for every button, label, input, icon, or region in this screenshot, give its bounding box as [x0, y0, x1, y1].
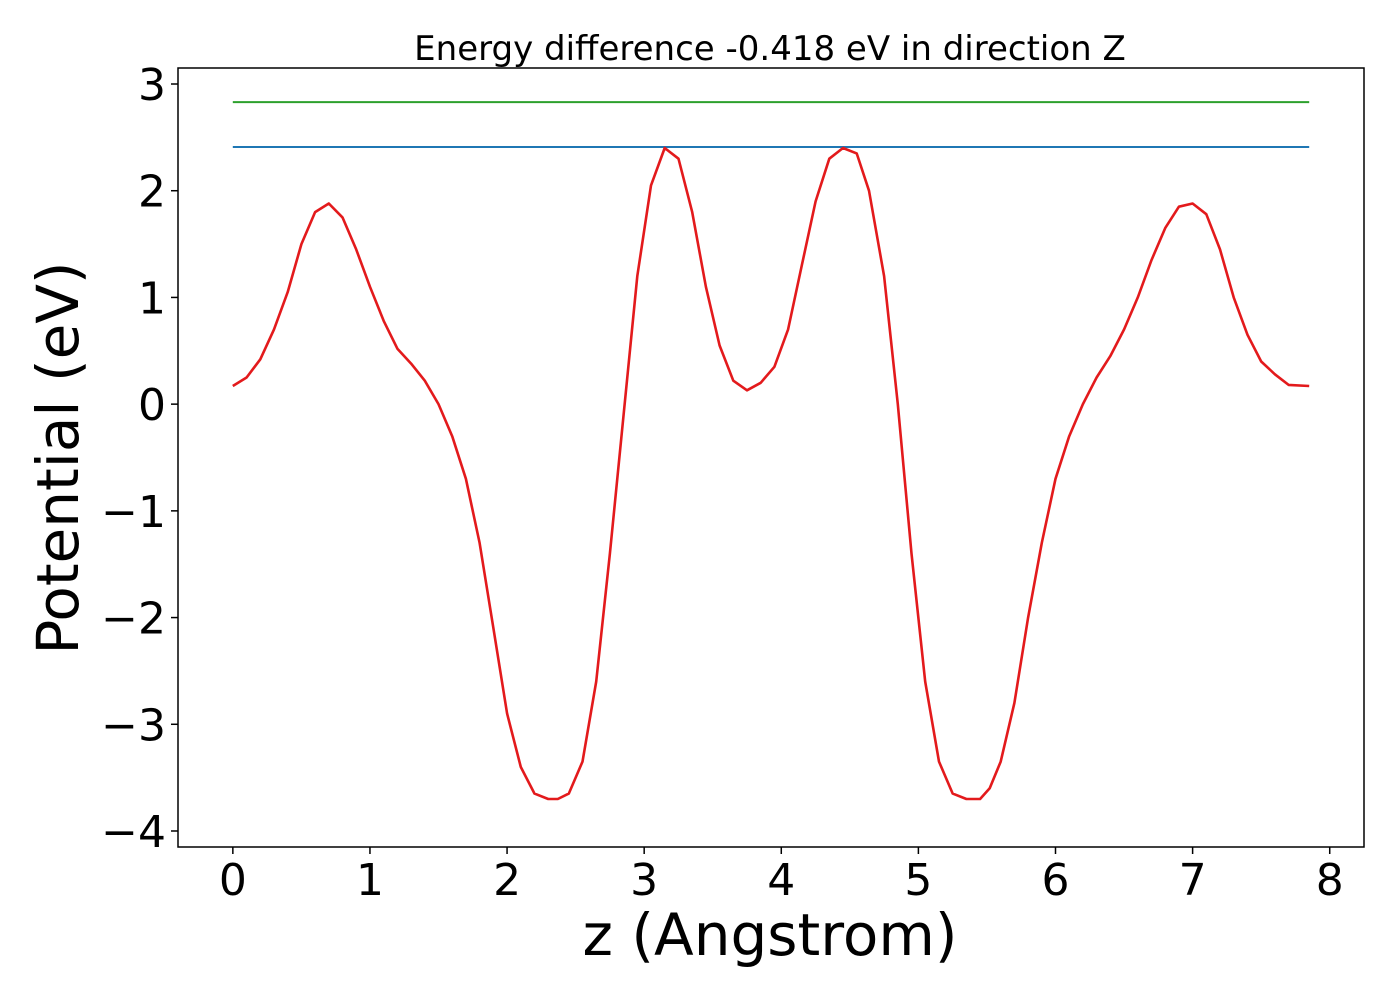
y-tick-label: −1 [101, 487, 166, 538]
y-tick-label: 1 [138, 273, 166, 324]
y-tick-label: 3 [138, 60, 166, 111]
x-axis-label: z (Angstrom) [583, 901, 958, 969]
y-tick-label: −2 [101, 594, 166, 645]
x-tick-label: 2 [493, 855, 521, 906]
x-tick-label: 3 [630, 855, 658, 906]
chart-title: Energy difference -0.418 eV in direction… [414, 29, 1126, 69]
x-tick-label: 0 [219, 855, 247, 906]
series-line-2 [232, 146, 1310, 801]
x-tick-label: 5 [904, 855, 932, 906]
y-axis-label: Potential (eV) [24, 261, 92, 654]
x-axis-ticks: 0 1 2 3 4 5 6 7 8 [219, 847, 1344, 906]
x-tick-label: 6 [1042, 855, 1070, 906]
x-tick-label: 7 [1179, 855, 1207, 906]
y-tick-label: 0 [138, 380, 166, 431]
y-axis-ticks: −4 −3 −2 −1 0 1 2 3 [101, 60, 178, 858]
plot-frame [177, 67, 1365, 848]
y-tick-label: −4 [101, 807, 166, 858]
y-tick-label: 2 [138, 167, 166, 218]
x-tick-label: 8 [1316, 855, 1344, 906]
y-tick-label: −3 [101, 700, 166, 751]
series-layer [232, 101, 1310, 801]
x-tick-label: 1 [356, 855, 384, 906]
x-tick-label: 4 [767, 855, 795, 906]
